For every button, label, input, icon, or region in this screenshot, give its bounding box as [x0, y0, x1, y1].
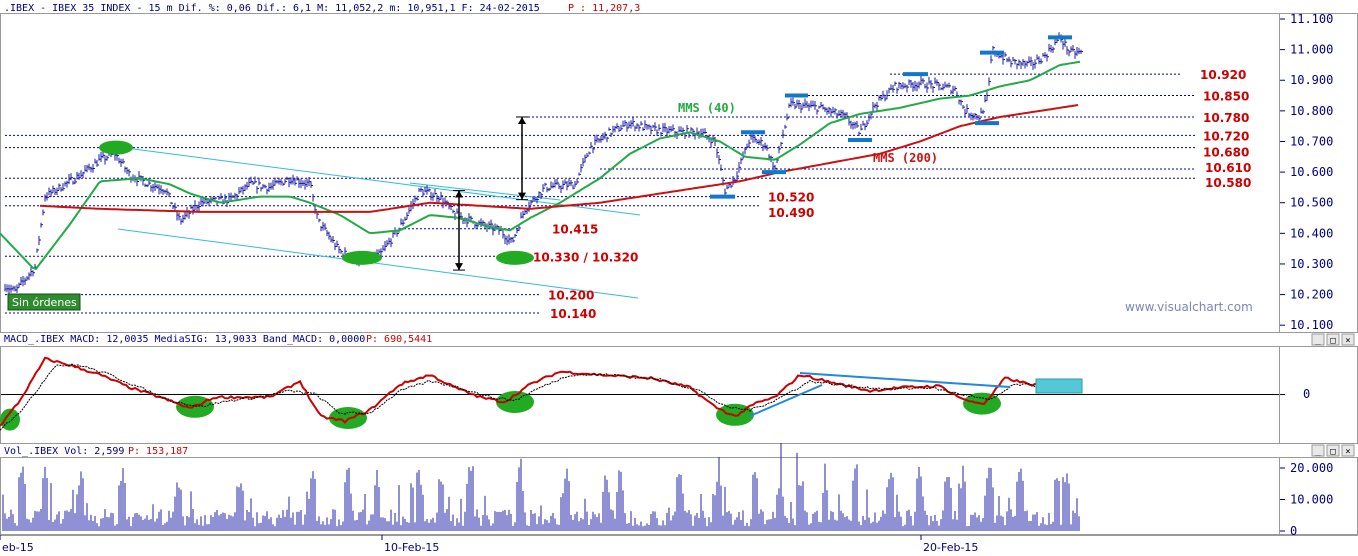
signal-line [0, 363, 1081, 431]
measure-arrow-head [455, 190, 463, 198]
volume-header: Vol_.IBEX Vol: 2,599 [4, 446, 124, 457]
price-tick-label: 10.400 [1290, 226, 1333, 240]
x-tick-label: 10-Feb-15 [384, 541, 439, 554]
macd-axis [1279, 346, 1358, 444]
macd-panel-buttons[interactable]: _ □ × [1311, 444, 1355, 457]
x-axis: eb-15 10-Feb-15 20-Feb-15 [0, 535, 978, 554]
close-icon: × [1345, 336, 1350, 346]
price-y-ticks: 11.100 11.000 10.900 10.800 10.700 10.600 10.5… [1280, 12, 1333, 332]
level-label: 10.920 [1200, 68, 1246, 82]
maximize-icon: □ [1330, 447, 1336, 457]
channel-upper-line [117, 146, 641, 216]
support-ellipse [99, 140, 133, 155]
volume-bars [2, 442, 1080, 531]
x-tick-label: eb-15 [2, 541, 34, 554]
price-tick-label: 11.100 [1290, 12, 1333, 26]
header-price: P : 11,207,3 [568, 3, 640, 14]
horizontal-levels [5, 73, 1195, 314]
header-title: .IBEX - IBEX 35 INDEX - 15 m Dif. %: 0,0… [4, 3, 540, 14]
macd-lines [0, 356, 1279, 431]
level-label: 10.720 [1203, 129, 1249, 143]
sin-ordenes-label: Sin órdenes [12, 296, 77, 309]
price-tick-label: 10.600 [1290, 165, 1333, 179]
level-label: 10.520 [768, 191, 814, 205]
macd-trendline-up [749, 384, 823, 417]
level-label: 10.780 [1203, 111, 1249, 125]
price-tick-label: 10.300 [1290, 257, 1333, 271]
close-button[interactable] [1341, 444, 1355, 457]
price-axis [1279, 13, 1358, 333]
price-tick-label: 10.900 [1290, 73, 1333, 87]
macd-zero-tick: 0 [1303, 387, 1310, 401]
level-label: 10.850 [1203, 90, 1249, 104]
volume-tick-label: 10.000 [1290, 493, 1333, 507]
price-panel-buttons[interactable]: _ □ × [1311, 333, 1355, 346]
measure-arrow-head [518, 192, 526, 200]
level-label: 10.610 [1205, 161, 1251, 175]
resistance-marks [710, 35, 1072, 199]
maximize-icon: □ [1330, 336, 1336, 346]
macd-header: MACD_.IBEX MACD: 12,0035 MediaSIG: 13,90… [4, 334, 365, 345]
close-button[interactable] [1341, 333, 1355, 346]
maximize-button[interactable] [1326, 333, 1340, 346]
price-tick-label: 10.200 [1290, 288, 1333, 302]
close-icon: × [1345, 447, 1350, 457]
sin-ordenes-badge [7, 293, 81, 311]
price-tick-label: 10.100 [1290, 318, 1333, 332]
minimize-icon: _ [1315, 336, 1321, 346]
level-label: 10.415 [552, 223, 598, 237]
level-labels: 10.92010.85010.78010.72010.68010.61010.5… [533, 68, 1251, 321]
level-label: 10.680 [1203, 146, 1249, 160]
macd-header-price: P: 690,5441 [366, 334, 432, 345]
macd-line [0, 356, 1081, 427]
macd-annotations [749, 372, 1083, 417]
minimize-button[interactable] [1311, 333, 1325, 346]
level-label: 10.490 [768, 206, 814, 220]
level-label: 10.330 / 10.320 [533, 250, 638, 264]
mms200-label: MMS (200) [873, 151, 938, 165]
measure-arrow-head [518, 116, 526, 124]
volume-tick-label: 20.000 [1290, 461, 1333, 475]
support-ellipse [496, 250, 534, 265]
volume-panel-frame [0, 457, 1280, 535]
price-tick-label: 10.800 [1290, 104, 1333, 118]
moving-averages [0, 60, 1081, 270]
volume-tick-label: 0 [1290, 524, 1297, 538]
minimize-button[interactable] [1311, 444, 1325, 457]
channel-lower-line [117, 228, 639, 299]
volume-header-price: P: 153,187 [128, 446, 188, 457]
price-tick-label: 10.700 [1290, 134, 1333, 148]
measure-arrow-head [455, 263, 463, 271]
level-label: 10.200 [548, 289, 594, 303]
maximize-button[interactable] [1326, 444, 1340, 457]
x-tick-label: 20-Feb-15 [923, 541, 978, 554]
minimize-icon: _ [1315, 447, 1321, 457]
price-tick-label: 10.500 [1290, 196, 1333, 210]
level-label: 10.580 [1205, 176, 1251, 190]
volume-axis [1279, 457, 1358, 535]
macd-ellipse [496, 391, 534, 413]
mms40-line [0, 60, 1081, 270]
price-tick-label: 11.000 [1290, 43, 1333, 57]
mms40-label: MMS (40) [678, 101, 736, 115]
price-ellipses [99, 140, 534, 265]
level-label: 10.140 [550, 307, 596, 321]
macd-trendline-down [799, 372, 1011, 388]
volume-y-ticks: 20.000 10.000 0 [1280, 461, 1333, 538]
measure-arrows [453, 116, 528, 271]
support-ellipse [342, 250, 382, 265]
mms200-line [39, 104, 1079, 213]
macd-highlight-box [1035, 378, 1083, 394]
watermark: www.visualchart.com [1125, 300, 1253, 314]
price-panel-frame [0, 13, 1280, 333]
